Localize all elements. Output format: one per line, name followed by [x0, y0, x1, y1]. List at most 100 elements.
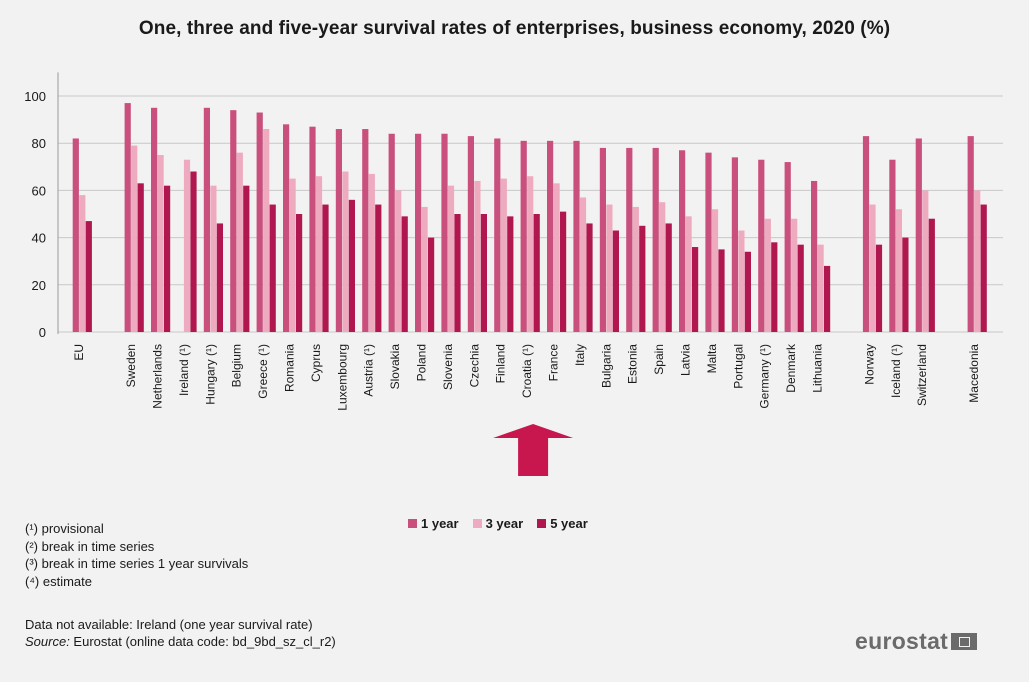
bar-1-year-bulgaria: [599, 147, 606, 332]
bar-5-year-norway: [875, 244, 883, 332]
bar-1-year-slovenia: [441, 133, 448, 332]
legend-label-3-year: 3 year: [485, 516, 524, 531]
bar-1-year-macedonia: [967, 136, 974, 332]
bar-1-year-cyprus: [309, 126, 316, 333]
data-not-available-note: Data not available: Ireland (one year su…: [25, 617, 313, 632]
bar-3-year-luxembourg: [342, 171, 349, 332]
bar-1-year-malta: [705, 152, 712, 332]
bar-3-year-greece: [263, 129, 270, 332]
bar-5-year-estonia: [639, 225, 646, 332]
x-tick-label-iceland: Iceland (¹): [889, 344, 903, 398]
bar-5-year-eu: [85, 221, 92, 332]
bar-1-year-eu: [72, 138, 79, 332]
bar-5-year-croatia: [533, 214, 540, 332]
bar-5-year-sweden: [137, 183, 144, 332]
y-tick-label-80: 80: [32, 136, 46, 151]
bar-5-year-czechia: [480, 214, 487, 332]
x-tick-label-slovakia: Slovakia: [388, 344, 402, 390]
source-label: Source:: [25, 634, 70, 649]
chart-legend: 1 year 3 year 5 year: [408, 516, 588, 531]
bar-1-year-switzerland: [915, 138, 922, 332]
bar-5-year-france: [560, 211, 567, 332]
bar-5-year-latvia: [692, 247, 699, 332]
x-tick-label-switzerland: Switzerland: [915, 344, 929, 406]
bar-3-year-slovakia: [395, 190, 402, 332]
eurostat-logo-icon: [951, 633, 978, 650]
footnote-provisional: (¹) provisional: [25, 521, 104, 536]
bar-5-year-finland: [507, 216, 514, 332]
legend-label-1-year: 1 year: [421, 516, 459, 531]
bar-3-year-italy: [579, 197, 587, 332]
x-tick-label-greece: Greece (¹): [256, 344, 270, 399]
bar-3-year-iceland: [895, 209, 902, 332]
x-tick-label-germany: Germany (¹): [758, 344, 772, 409]
bar-3-year-latvia: [685, 216, 692, 332]
x-tick-label-romania: Romania: [283, 344, 297, 392]
bar-3-year-romania: [289, 178, 296, 332]
legend-swatch-3-year: [472, 519, 482, 528]
bar-1-year-latvia: [679, 150, 686, 332]
bar-5-year-slovenia: [454, 214, 461, 332]
bar-3-year-belgium: [236, 152, 243, 332]
bar-1-year-hungary: [203, 107, 210, 332]
bar-3-year-cyprus: [315, 176, 323, 332]
bar-5-year-belgium: [243, 185, 250, 332]
bar-1-year-romania: [283, 124, 290, 332]
x-tick-label-latvia: Latvia: [679, 344, 693, 376]
x-tick-label-croatia: Croatia (¹): [520, 344, 534, 398]
bar-5-year-luxembourg: [348, 199, 355, 332]
legend-item-5-year: 5 year: [537, 516, 588, 531]
bar-1-year-italy: [573, 140, 580, 332]
bar-5-year-bulgaria: [612, 230, 619, 332]
x-tick-label-austria: Austria (¹): [362, 344, 376, 397]
bar-5-year-malta: [718, 249, 725, 332]
legend-item-3-year: 3 year: [472, 516, 524, 531]
bar-3-year-spain: [659, 202, 666, 332]
eurostat-logo-text: eurostat: [855, 628, 949, 654]
bar-3-year-portugal: [738, 230, 745, 332]
legend-item-1-year: 1 year: [408, 516, 459, 531]
bar-3-year-finland: [500, 178, 507, 332]
bar-1-year-portugal: [731, 157, 738, 332]
bar-5-year-poland: [428, 237, 435, 332]
bar-1-year-luxembourg: [335, 129, 342, 332]
x-tick-label-netherlands: Netherlands: [151, 344, 165, 409]
x-tick-label-poland: Poland: [415, 344, 429, 381]
x-tick-label-estonia: Estonia: [626, 344, 640, 384]
bar-1-year-czechia: [467, 136, 474, 332]
source-text: Eurostat (online data code: bd_9bd_sz_cl…: [69, 634, 336, 649]
bar-3-year-austria: [368, 173, 375, 332]
bar-3-year-eu: [79, 195, 86, 332]
bar-5-year-italy: [586, 223, 593, 332]
bar-1-year-poland: [415, 133, 422, 332]
bar-1-year-netherlands: [151, 107, 158, 332]
bar-3-year-sweden: [131, 145, 138, 332]
legend-swatch-5-year: [537, 519, 547, 528]
footnote-break-1-year: (³) break in time series 1 year survival…: [25, 556, 249, 571]
bar-1-year-finland: [494, 138, 501, 332]
x-tick-label-denmark: Denmark: [784, 343, 798, 393]
x-tick-label-eu: EU: [72, 344, 86, 361]
chart-title: One, three and five-year survival rates …: [138, 18, 891, 39]
bar-5-year-netherlands: [164, 185, 171, 332]
bar-5-year-denmark: [797, 244, 804, 332]
chart-footer: Data not available: Ireland (one year su…: [25, 616, 336, 650]
y-tick-label-60: 60: [32, 183, 46, 198]
bar-1-year-norway: [862, 136, 870, 332]
bar-5-year-lithuania: [824, 265, 831, 332]
x-tick-label-ireland: Ireland (¹): [177, 344, 191, 396]
bar-1-year-austria: [362, 129, 369, 332]
bar-5-year-greece: [269, 204, 276, 332]
x-tick-label-norway: Norway: [862, 344, 876, 385]
bar-5-year-macedonia: [980, 204, 987, 332]
bar-3-year-norway: [869, 204, 876, 332]
bar-1-year-greece: [256, 112, 263, 333]
y-tick-label-100: 100: [24, 89, 46, 104]
bar-3-year-estonia: [632, 206, 639, 332]
bar-5-year-portugal: [744, 251, 751, 332]
bar-5-year-germany: [771, 242, 778, 332]
bar-3-year-croatia: [527, 176, 534, 332]
bar-1-year-lithuania: [811, 180, 818, 332]
bar-1-year-france: [547, 140, 554, 332]
x-tick-label-lithuania: Lithuania: [811, 344, 825, 393]
